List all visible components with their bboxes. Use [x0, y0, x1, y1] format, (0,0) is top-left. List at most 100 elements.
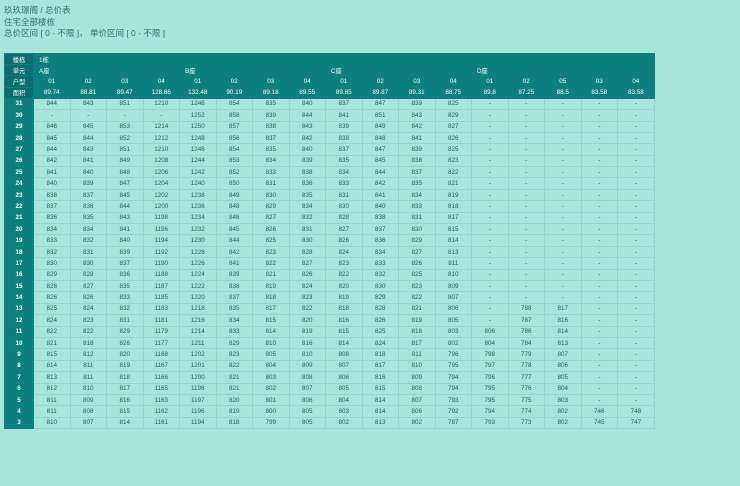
price-cell: 832: [69, 234, 107, 247]
price-cell: 1163: [142, 393, 180, 407]
header-row-unit: 单元 A座 B座 C座 D座: [4, 64, 655, 77]
price-cell: -: [507, 211, 545, 225]
floor-number: 3: [4, 416, 34, 430]
price-cell: 811: [398, 348, 436, 361]
price-cell: 748: [617, 405, 655, 418]
price-cell: 798: [471, 348, 509, 361]
breadcrumb: 玖玖璟阁 / 总价表: [4, 5, 71, 15]
price-cell: 1165: [142, 382, 180, 395]
price-cell: 805: [288, 405, 326, 418]
table-row: 15 828 827 835 1187 1222 838 819 824 820 830 823 809…: [4, 279, 655, 293]
price-cell: 841: [106, 223, 144, 236]
price-cell: -: [471, 166, 509, 179]
price-cell: 832: [288, 211, 326, 225]
price-cell: 851: [361, 109, 399, 122]
price-cell: -: [471, 177, 509, 190]
price-cell: 795: [471, 382, 509, 395]
price-cell: -: [507, 188, 545, 202]
price-cell: 819: [398, 314, 436, 327]
table-row: 4 811 808 815 1162 1196 819 800 805 803 814 806 792 7…: [4, 405, 655, 418]
price-cell: 844: [69, 131, 107, 145]
price-cell: 831: [106, 314, 144, 327]
price-cell: 1218: [179, 302, 217, 316]
price-cell: 837: [215, 291, 253, 304]
price-cell: 826: [325, 234, 363, 247]
price-cell: 1190: [142, 257, 180, 270]
price-cell: 794: [471, 405, 509, 418]
price-cell: -: [617, 166, 655, 179]
price-cell: 802: [252, 382, 290, 395]
price-cell: 829: [215, 336, 253, 350]
price-cell: 833: [33, 234, 71, 247]
price-cell: 1161: [142, 416, 180, 430]
price-table-container: 楼栋 1栋 单元 A座 B座 C座 D座 户型 01 02 03 04 01 02 03 04 01 02 03 04…: [4, 52, 655, 430]
price-cell: 820: [288, 314, 326, 327]
price-cell: 833: [106, 291, 144, 304]
price-cell: 836: [106, 268, 144, 282]
price-cell: 839: [288, 154, 326, 168]
price-cell: 807: [288, 382, 326, 395]
price-cell: 833: [215, 325, 253, 338]
price-cell: 844: [288, 109, 326, 122]
price-cell: 817: [544, 302, 582, 316]
price-cell: 837: [106, 257, 144, 270]
price-cell: 804: [325, 393, 363, 407]
price-cell: 1212: [142, 131, 180, 145]
price-cell: 806: [544, 359, 582, 373]
price-cell: 833: [361, 257, 399, 270]
building-label: 楼栋: [4, 52, 34, 66]
price-cell: 827: [288, 257, 326, 270]
room-type: 02: [215, 75, 253, 88]
floor-number: 11: [4, 325, 34, 338]
price-cell: -: [507, 131, 545, 145]
price-cell: 825: [361, 325, 399, 338]
floor-number: 12: [4, 314, 34, 327]
table-row: 26 842 841 849 1208 1244 853 834 839 835 845 838 823…: [4, 154, 655, 168]
price-cell: 853: [215, 154, 253, 168]
floor-number: 22: [4, 200, 34, 213]
price-cell: 1236: [179, 200, 217, 213]
price-cell: 812: [69, 348, 107, 361]
price-cell: -: [471, 279, 509, 293]
price-cell: 858: [215, 109, 253, 122]
price-cell: 829: [398, 234, 436, 247]
table-row: 16 829 828 836 1188 1224 839 821 826 822 832 825 810…: [4, 268, 655, 282]
price-cell: 843: [398, 109, 436, 122]
price-cell: -: [580, 336, 618, 350]
price-cell: 832: [106, 302, 144, 316]
price-cell: -: [617, 131, 655, 145]
price-cell: -: [580, 325, 618, 338]
price-cell: -: [617, 291, 655, 304]
price-cell: 838: [398, 154, 436, 168]
price-cell: -: [544, 234, 582, 247]
table-row: 6 812 810 817 1165 1198 821 802 807 805 815 808 794 7…: [4, 382, 655, 395]
price-cell: 1200: [179, 371, 217, 384]
table-row: 31 844 843 851 1210 1246 854 835 840 837 847 839 825…: [4, 97, 655, 111]
table-row: 10 821 818 826 1177 1211 829 810 816 814 824 817 802…: [4, 336, 655, 350]
price-cell: 1185: [142, 291, 180, 304]
price-cell: 854: [215, 143, 253, 156]
price-cell: 795: [471, 393, 509, 407]
floor-number: 4: [4, 405, 34, 418]
price-cell: -: [617, 245, 655, 259]
price-cell: 815: [252, 314, 290, 327]
price-cell: 1248: [179, 131, 217, 145]
subtitle: 住宅全部楼栋: [4, 16, 56, 27]
price-cell: 844: [33, 143, 71, 156]
price-cell: 1211: [179, 336, 217, 350]
room-area: 89.65: [325, 86, 363, 99]
price-cell: 803: [544, 393, 582, 407]
price-cell: -: [544, 166, 582, 179]
price-cell: 815: [434, 223, 472, 236]
table-row: 17 830 830 837 1190 1226 841 822 827 823 833 826 811…: [4, 257, 655, 270]
price-cell: 832: [361, 268, 399, 282]
price-cell: 1252: [179, 109, 217, 122]
price-cell: 823: [288, 291, 326, 304]
table-row: 20 834 834 841 1196 1232 845 826 831 827 837 830 815…: [4, 223, 655, 236]
price-cell: 796: [471, 371, 509, 384]
price-cell: 807: [325, 359, 363, 373]
price-cell: 1162: [142, 405, 180, 418]
price-cell: 835: [398, 177, 436, 190]
price-cell: 827: [434, 120, 472, 133]
floor-number: 15: [4, 279, 34, 293]
